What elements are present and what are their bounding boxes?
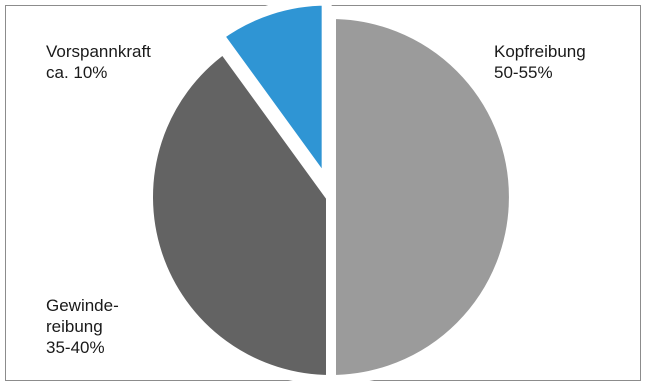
- pie-slice-vorspannkraft: [212, 0, 332, 200]
- label-vorspannkraft: Vorspannkraft ca. 10%: [46, 42, 151, 82]
- pie-slice-gewindereibung: [143, 41, 336, 386]
- pie-slice-kopfreibung: [326, 8, 519, 386]
- label-gewindereibung: Gewinde- reibung 35-40%: [46, 296, 119, 357]
- label-kopfreibung: Kopfreibung 50-55%: [494, 42, 586, 82]
